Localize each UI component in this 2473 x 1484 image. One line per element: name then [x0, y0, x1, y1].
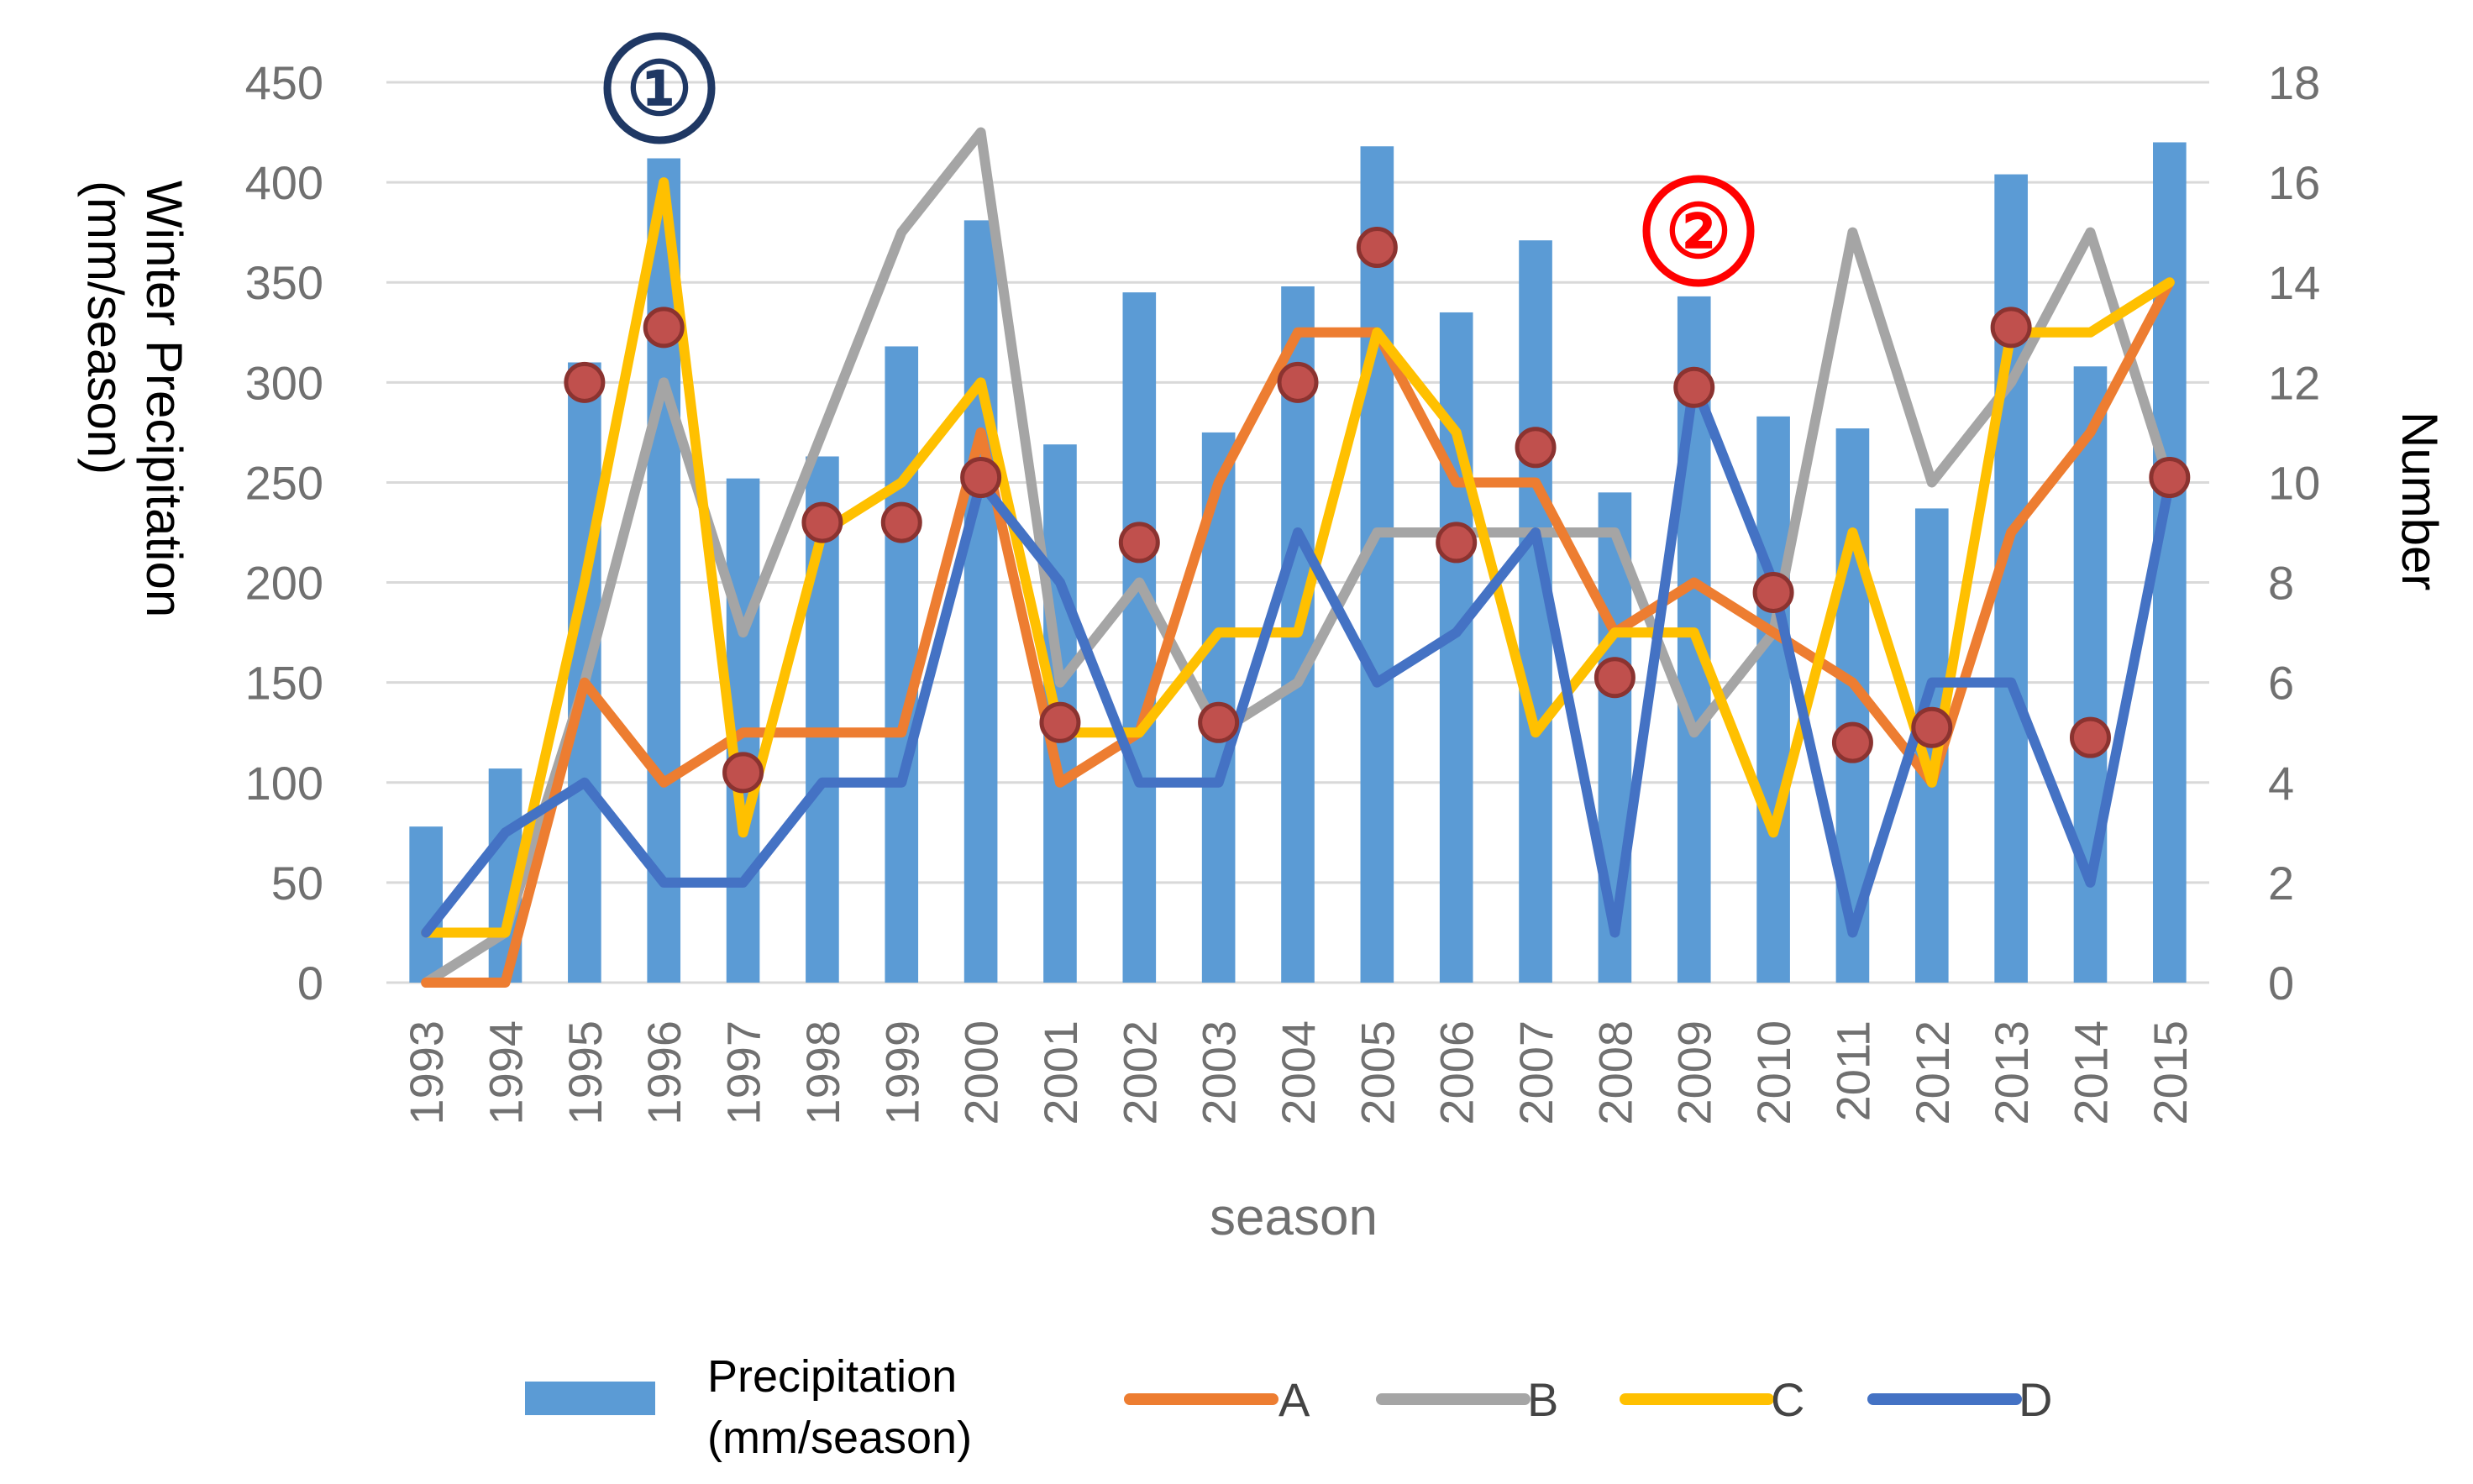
- marker-1-label: ①: [627, 47, 693, 130]
- x-axis-title: season: [1210, 1188, 1378, 1246]
- series-line-B: [421, 127, 2175, 988]
- series-line-A: [421, 277, 2175, 988]
- marker-2-circle: [1642, 175, 1755, 287]
- marker-2-label: ②: [1666, 190, 1732, 273]
- legend-C-label: C: [1771, 1373, 1804, 1426]
- legend: Precipitation (mm/season) A B C D: [525, 1351, 2052, 1463]
- right-tick-label: 2: [2268, 857, 2294, 910]
- event-dot: [1752, 571, 1794, 613]
- series-line-D: [421, 377, 2175, 938]
- right-tick-label: 12: [2268, 356, 2320, 409]
- event-dot: [564, 361, 606, 403]
- event-dot: [643, 307, 685, 349]
- event-dot: [1911, 706, 1953, 748]
- marker-1: ①: [603, 32, 716, 144]
- event-dot: [1673, 366, 1715, 408]
- x-tick-label: 1995: [559, 1020, 612, 1125]
- x-tick-label: 2006: [1431, 1020, 1483, 1125]
- event-dot: [1990, 307, 2032, 349]
- x-tick-label: 2015: [2144, 1020, 2197, 1125]
- marker-2: ②: [1642, 175, 1755, 287]
- right-axis-title: Number: [2392, 412, 2448, 590]
- precipitation-bar: [2073, 366, 2108, 983]
- series-lines: [421, 127, 2175, 988]
- right-tick-label: 0: [2268, 957, 2294, 1009]
- event-dot: [1831, 721, 1873, 763]
- left-tick-label: 450: [245, 56, 323, 109]
- event-dot: [1436, 522, 1478, 564]
- x-tick-label: 2011: [1826, 1020, 1879, 1121]
- precipitation-bar: [1122, 292, 1157, 983]
- event-dot: [1356, 227, 1398, 269]
- event-dot: [801, 501, 843, 543]
- x-tick-label: 2000: [955, 1020, 1008, 1125]
- event-dot: [722, 752, 764, 794]
- x-tick-label: 2007: [1510, 1020, 1562, 1125]
- x-tick-label: 1996: [638, 1020, 690, 1125]
- right-tick-label: 6: [2268, 657, 2294, 710]
- left-tick-label: 350: [245, 256, 323, 309]
- event-dot: [1118, 522, 1160, 564]
- x-tick-label: 1998: [796, 1020, 849, 1125]
- event-dot: [1277, 361, 1319, 403]
- precipitation-bar: [409, 826, 443, 983]
- left-tick-label: 100: [245, 757, 323, 810]
- x-tick-label: 2014: [2064, 1020, 2117, 1125]
- legend-precipitation-swatch: [525, 1382, 655, 1415]
- left-tick-label: 0: [297, 957, 323, 1009]
- right-tick-label: 16: [2268, 156, 2320, 209]
- right-tick-label: 18: [2268, 56, 2320, 109]
- left-axis-ticks: 0 50 100 150 200 250 300 350 400 450: [245, 56, 323, 1009]
- left-tick-label: 50: [271, 857, 323, 910]
- precipitation-bar: [1756, 416, 1790, 983]
- precipitation-bar: [963, 220, 998, 983]
- left-tick-label: 200: [245, 557, 323, 610]
- x-tick-label: 2002: [1113, 1020, 1166, 1125]
- x-tick-label: 2004: [1272, 1020, 1325, 1125]
- event-dot: [1515, 427, 1557, 469]
- x-tick-label: 2013: [1985, 1020, 2038, 1125]
- legend-D-label: D: [2019, 1373, 2052, 1426]
- left-axis-title-line2: (mm/season): [77, 181, 134, 475]
- right-tick-label: 8: [2268, 557, 2294, 610]
- x-tick-label: 1999: [875, 1020, 928, 1125]
- event-dot: [2149, 456, 2191, 498]
- event-dot: [1198, 701, 1240, 743]
- left-tick-label: 250: [245, 456, 323, 509]
- right-axis-ticks: 0 2 4 6 8 10 12 14 16 18: [2268, 56, 2320, 1009]
- legend-A-label: A: [1279, 1373, 1310, 1426]
- right-tick-label: 4: [2268, 757, 2294, 810]
- left-tick-label: 150: [245, 657, 323, 710]
- x-tick-label: 2005: [1351, 1020, 1404, 1125]
- left-tick-label: 400: [245, 156, 323, 209]
- x-axis-ticks: 1993 1994 1995 1996 1997 1998 1999 2000 2001 2002…: [400, 1020, 2197, 1125]
- series-line-C: [421, 177, 2175, 938]
- legend-precipitation-label-line1: Precipitation: [707, 1351, 957, 1402]
- event-dot: [880, 501, 922, 543]
- precipitation-bar: [1360, 146, 1394, 983]
- event-dot: [1039, 701, 1081, 743]
- x-tick-label: 1997: [717, 1020, 770, 1125]
- marker-1-circle: [603, 32, 716, 144]
- event-dots: [564, 227, 2191, 794]
- event-dot: [960, 456, 1002, 498]
- legend-B-label: B: [1527, 1373, 1558, 1426]
- x-tick-label: 2003: [1193, 1020, 1246, 1125]
- x-tick-label: 2001: [1034, 1020, 1087, 1125]
- left-tick-label: 300: [245, 356, 323, 409]
- event-dot: [2069, 716, 2111, 758]
- x-tick-label: 2010: [1747, 1020, 1800, 1125]
- x-tick-label: 2009: [1668, 1020, 1721, 1125]
- x-tick-label: 2008: [1588, 1020, 1641, 1125]
- left-axis-title-line1: Winter Precipitation: [136, 181, 192, 617]
- right-tick-label: 14: [2268, 256, 2320, 309]
- precipitation-bar: [885, 346, 919, 983]
- x-tick-label: 1994: [480, 1020, 533, 1125]
- legend-precipitation-label-line2: (mm/season): [707, 1413, 972, 1463]
- x-tick-label: 1993: [400, 1020, 453, 1125]
- x-tick-label: 2012: [1906, 1020, 1959, 1125]
- right-tick-label: 10: [2268, 456, 2320, 509]
- event-dot: [1594, 657, 1636, 699]
